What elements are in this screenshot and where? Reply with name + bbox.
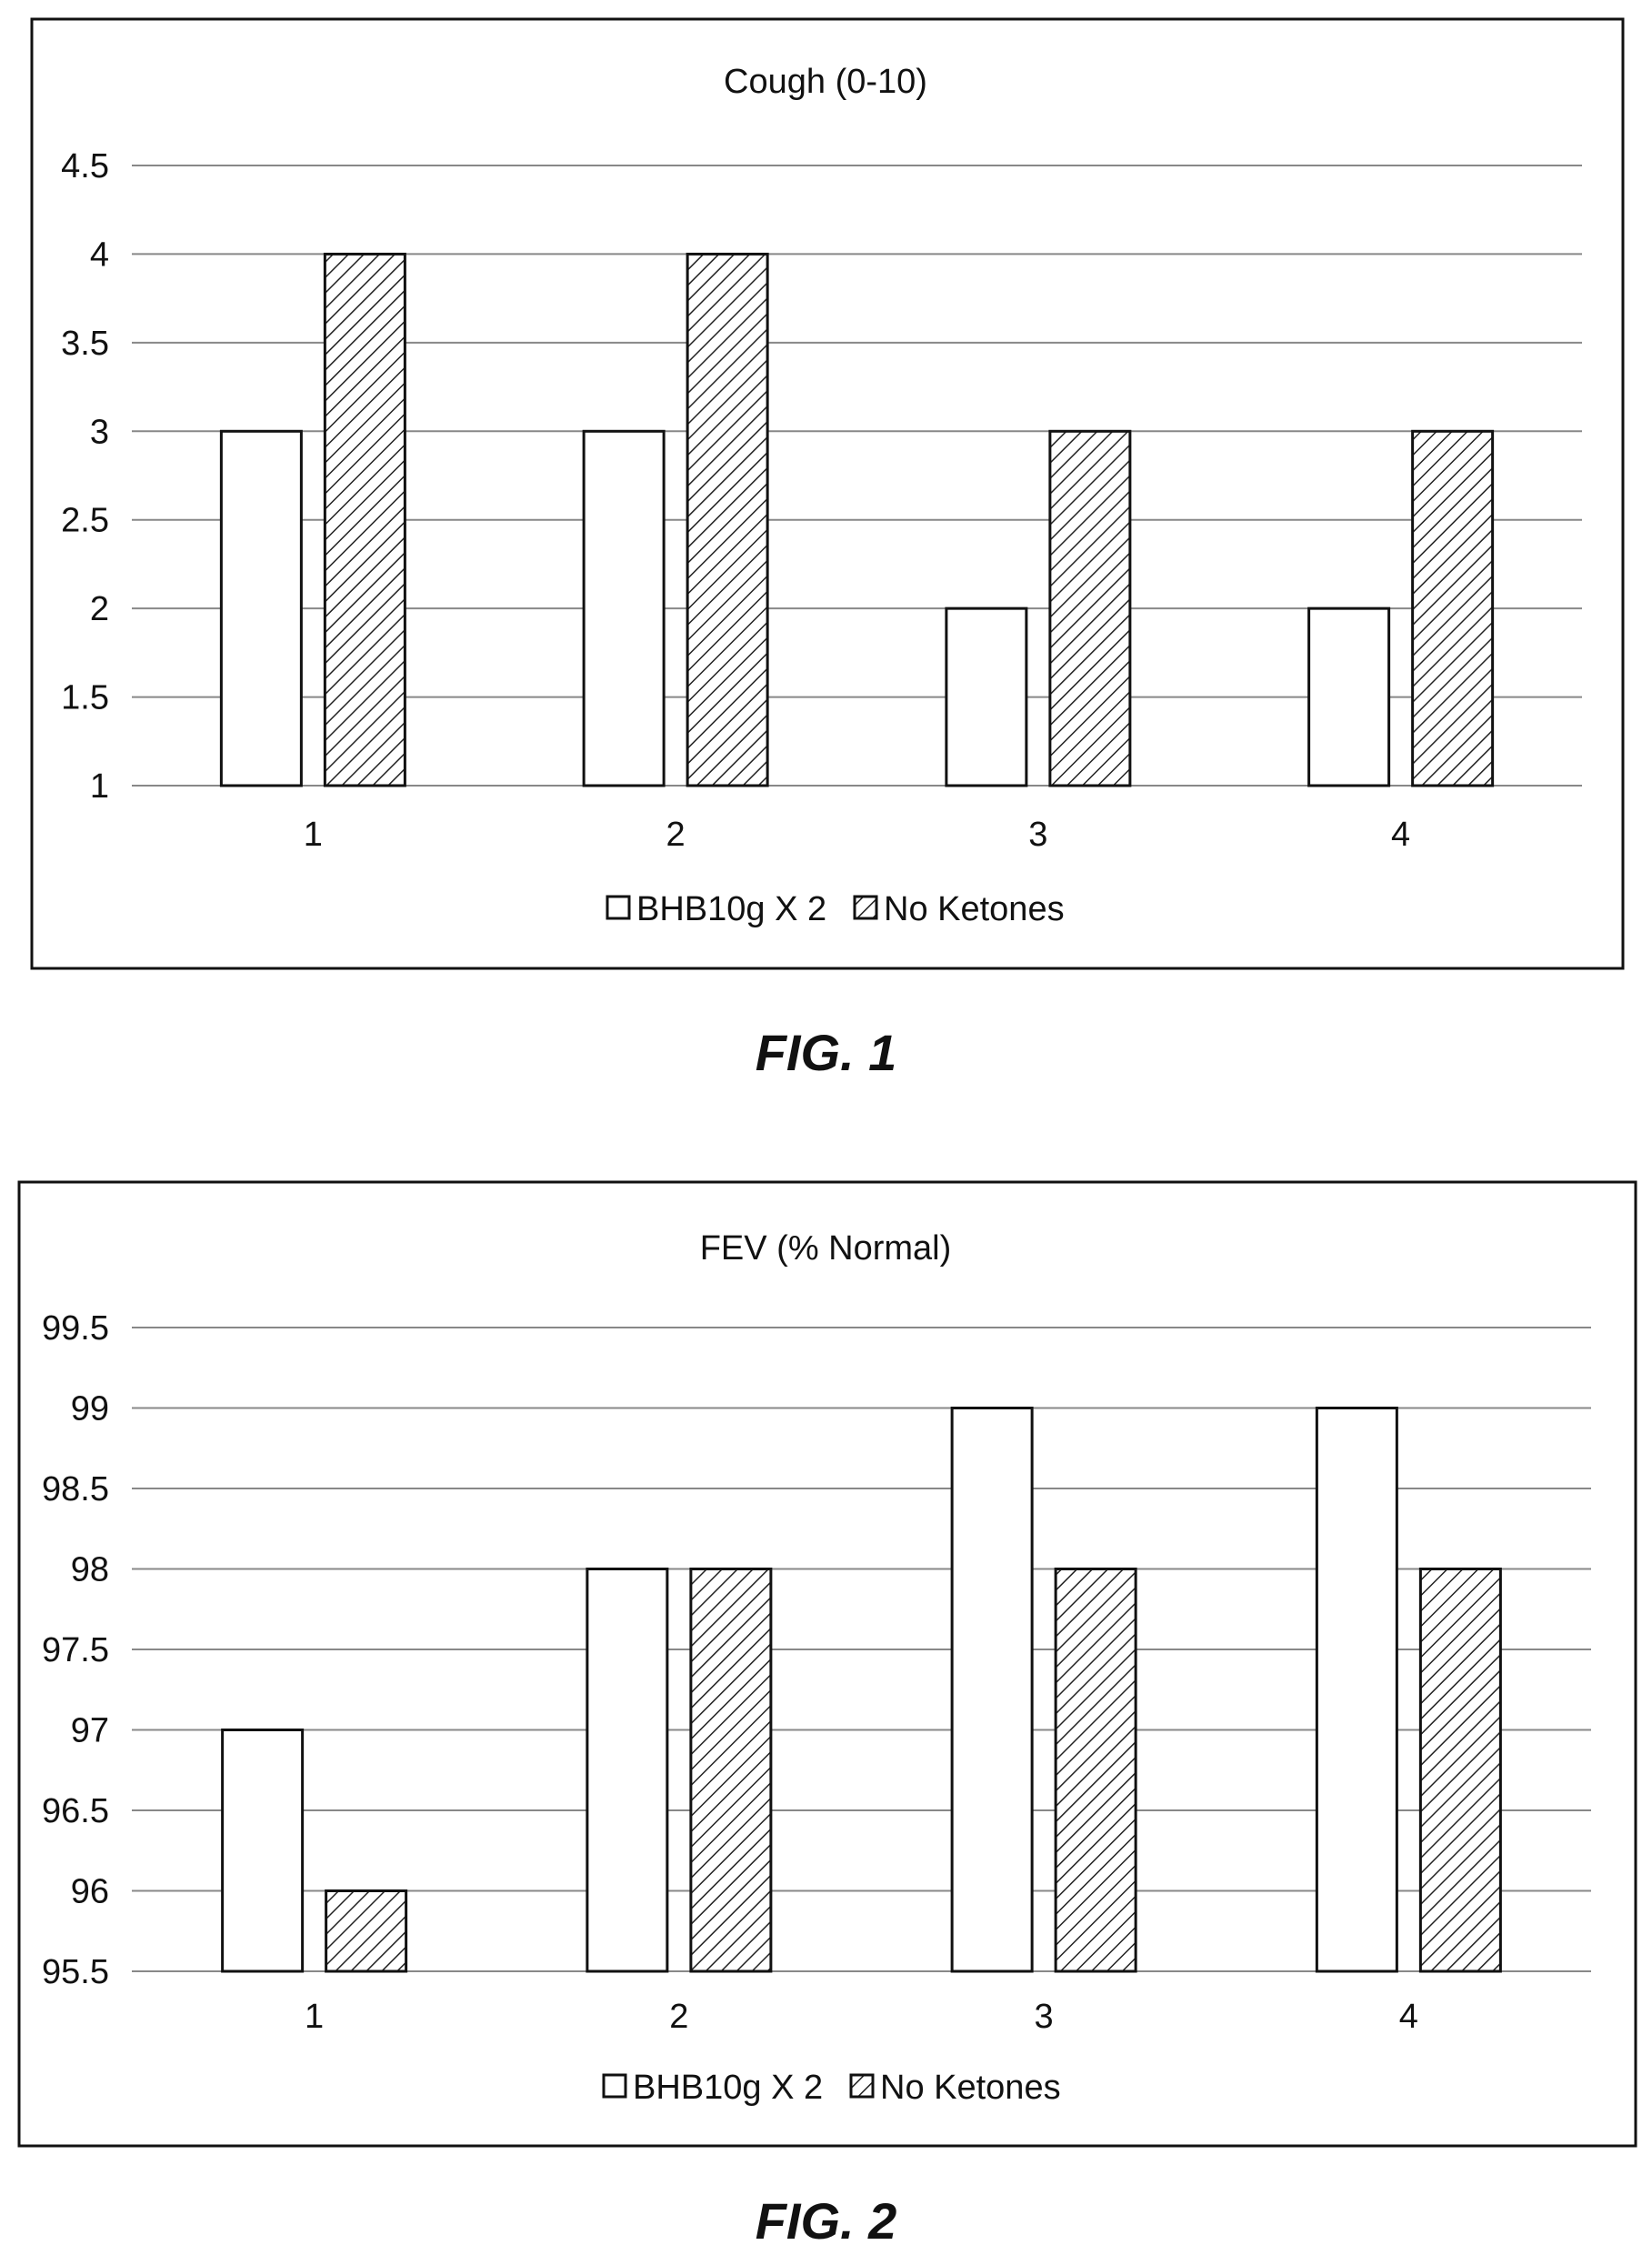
x-tick-label: 4	[1391, 816, 1410, 854]
bar-series-1-cat-1	[221, 1729, 305, 1973]
bar-series-1-cat-2	[586, 1568, 669, 1973]
y-tick-label: 2	[90, 590, 109, 628]
y-tick-label: 98	[71, 1551, 109, 1589]
legend-swatch	[606, 895, 631, 920]
y-tick-label: 99.5	[42, 1309, 109, 1348]
y-tick-label: 4.5	[61, 147, 109, 185]
y-tick-label: 99	[71, 1390, 109, 1428]
x-tick-label: 2	[666, 816, 686, 854]
chart-frame	[30, 17, 1625, 970]
chart-fev: FEV (% Normal) 95.5 96 96.5 97 97.5 98 98.5 99 99…	[17, 1180, 1637, 2148]
bar-series-2-cat-4	[1411, 429, 1495, 787]
x-tick-label: 1	[305, 1998, 324, 2036]
legend-label: No Ketones	[884, 890, 1065, 928]
y-tick-label: 97.5	[42, 1631, 109, 1669]
x-tick-label: 3	[1035, 1998, 1054, 2036]
bar-series-2-cat-3	[1054, 1568, 1137, 1973]
x-tick-label: 2	[669, 1998, 688, 2036]
legend-label: No Ketones	[880, 2069, 1061, 2107]
chart-title: Cough (0-10)	[724, 63, 927, 101]
bar-series-2-cat-1	[323, 252, 406, 787]
y-tick-label: 3.5	[61, 325, 109, 363]
bar-series-1-cat-4	[1315, 1407, 1398, 1973]
y-tick-label: 96	[71, 1873, 109, 1911]
y-tick-label: 3	[90, 413, 109, 451]
legend-label: BHB10g X 2	[636, 890, 826, 928]
bar-series-1-cat-3	[950, 1407, 1034, 1973]
bar-series-2-cat-1	[325, 1889, 408, 1973]
bar-series-1-cat-4	[1307, 606, 1391, 787]
y-tick-label: 4	[90, 236, 109, 274]
bar-series-2-cat-3	[1048, 429, 1132, 787]
legend-swatch	[602, 2073, 627, 2099]
figure-caption-1: FIG. 1	[755, 1024, 897, 1081]
legend-label: BHB10g X 2	[633, 2069, 823, 2107]
chart-title: FEV (% Normal)	[700, 1229, 952, 1268]
legend-swatch	[853, 895, 878, 920]
y-tick-label: 1.5	[61, 679, 109, 717]
figure-1: Cough (0-10) 1 1.5 2 2.5 3 3.5 4 4.5 1 2 3 4 BHB10g X…	[0, 0, 1652, 987]
legend-swatch	[849, 2073, 875, 2099]
figure-2: FEV (% Normal) 95.5 96 96.5 97 97.5 98 98.5 99 99…	[0, 1164, 1652, 2169]
chart-frame	[17, 1180, 1637, 2148]
bar-series-2-cat-2	[689, 1568, 773, 1973]
x-tick-label: 1	[304, 816, 323, 854]
bar-series-1-cat-2	[582, 429, 666, 787]
figure-caption-2: FIG. 2	[755, 2192, 897, 2250]
bar-series-1-cat-1	[219, 429, 303, 787]
y-tick-label: 1	[90, 767, 109, 806]
x-tick-label: 3	[1028, 816, 1047, 854]
bar-series-1-cat-3	[945, 606, 1028, 787]
x-tick-label: 4	[1399, 1998, 1418, 2036]
y-tick-label: 96.5	[42, 1792, 109, 1830]
bar-series-2-cat-2	[686, 252, 769, 787]
bar-series-2-cat-4	[1418, 1568, 1502, 1973]
chart-cough: Cough (0-10) 1 1.5 2 2.5 3 3.5 4 4.5 1 2 3 4 BHB10g X…	[30, 17, 1625, 970]
y-tick-label: 97	[71, 1712, 109, 1750]
y-tick-label: 98.5	[42, 1470, 109, 1508]
y-tick-label: 95.5	[42, 1953, 109, 1991]
y-tick-label: 2.5	[61, 502, 109, 540]
